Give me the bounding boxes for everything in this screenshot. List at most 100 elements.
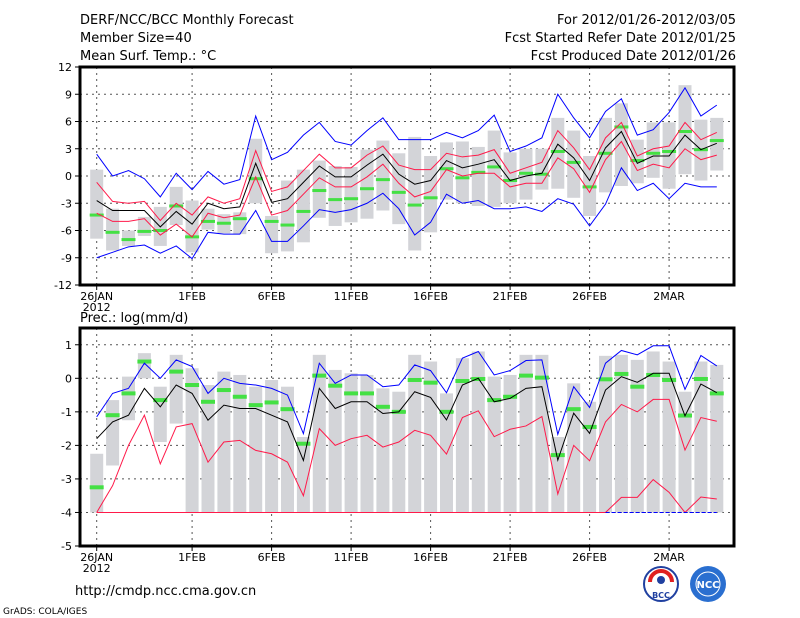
ensemble-median-mark: [630, 384, 645, 389]
ensemble-median-mark: [280, 223, 295, 227]
ensemble-median-mark: [360, 391, 374, 396]
ensemble-box: [487, 130, 501, 207]
ensemble-box: [233, 374, 247, 513]
ensemble-median-mark: [550, 453, 565, 458]
chart-title: DERF/NCC/BCC Monthly Forecast: [80, 13, 294, 28]
grads-credit: GrADS: COLA/IGES: [3, 607, 87, 617]
ensemble-median-mark: [614, 371, 629, 376]
ensemble-box: [646, 351, 660, 513]
series-mean-line: [96, 130, 717, 228]
y-tick-label: -12: [54, 279, 72, 292]
ensemble-median-mark: [201, 219, 215, 223]
ensemble-box: [312, 354, 326, 513]
ensemble-median-mark: [137, 229, 152, 233]
ensemble-median-mark: [693, 376, 708, 381]
ensemble-median-mark: [407, 203, 422, 207]
ensemble-median-mark: [105, 413, 120, 418]
ensemble-median-mark: [487, 398, 502, 403]
ensemble-median-mark: [662, 149, 677, 153]
y-tick-label: 3: [65, 143, 72, 156]
ensemble-box: [344, 373, 358, 513]
ensemble-median-mark: [344, 197, 359, 201]
ncc-logo: NCC: [690, 566, 726, 602]
series-low-line: [96, 478, 717, 514]
ensemble-box: [471, 146, 485, 206]
ensemble-box: [551, 437, 565, 513]
produced-date: Fcst Produced Date 2012/01/26: [531, 49, 736, 64]
ensemble-median-mark: [439, 167, 454, 171]
ensemble-median-mark: [185, 383, 200, 388]
ensemble-box: [90, 169, 104, 239]
ensemble-median-mark: [216, 221, 231, 225]
ensemble-median-mark: [264, 219, 279, 223]
ensemble-median-mark: [328, 383, 343, 388]
x-tick-label: 6FEB: [258, 290, 286, 303]
ensemble-median-mark: [503, 394, 518, 399]
ensemble-median-mark: [423, 196, 438, 200]
ensemble-median-mark: [471, 170, 486, 174]
precip-panel-title: Prec.: log(mm/d): [80, 311, 188, 326]
ensemble-median-mark: [216, 388, 231, 393]
ensemble-median-mark: [328, 198, 343, 202]
y-tick-label: 0: [65, 372, 72, 385]
ensemble-median-mark: [344, 391, 359, 396]
ensemble-median-mark: [534, 375, 549, 380]
ensemble-box: [360, 374, 374, 513]
x-tick-sublabel: 2012: [83, 562, 111, 575]
ensemble-box: [296, 169, 310, 243]
ensemble-median-mark: [630, 159, 645, 163]
series-mean-line: [96, 372, 718, 463]
x-tick-label: 26FEB: [572, 290, 607, 303]
y-tick-label: -6: [61, 225, 72, 238]
ensemble-box: [392, 391, 406, 513]
ensemble-median-mark: [646, 151, 661, 155]
ensemble-median-mark: [296, 209, 311, 213]
ensemble-median-mark: [105, 230, 120, 234]
ensemble-box: [424, 361, 438, 513]
ensemble-median-mark: [280, 407, 295, 412]
ensemble-median-mark: [709, 391, 724, 396]
footer-url[interactable]: http://cmdp.ncc.cma.gov.cn: [75, 584, 256, 599]
ensemble-box: [281, 386, 294, 513]
ensemble-box: [471, 351, 485, 513]
ensemble-median-mark: [423, 380, 438, 385]
ensemble-median-mark: [439, 409, 454, 414]
y-tick-label: 12: [58, 61, 72, 74]
x-tick-label: 1FEB: [178, 551, 206, 564]
ensemble-median-mark: [153, 398, 168, 403]
y-tick-label: -4: [61, 506, 72, 519]
ensemble-median-mark: [646, 372, 661, 377]
x-tick-label: 1FEB: [178, 290, 206, 303]
ensemble-median-mark: [487, 165, 502, 169]
ensemble-box: [265, 379, 279, 513]
y-tick-label: -2: [61, 439, 72, 452]
ensemble-median-mark: [455, 378, 470, 383]
ensemble-median-mark: [550, 149, 565, 153]
x-tick-label: 26JAN: [80, 290, 113, 303]
x-tick-label: 26JAN: [80, 551, 113, 564]
x-tick-label: 2MAR: [653, 290, 685, 303]
ensemble-box: [376, 388, 390, 513]
x-tick-label: 26FEB: [572, 551, 607, 564]
series-lower-line: [96, 398, 717, 513]
ensemble-box: [328, 166, 342, 226]
ensemble-box: [408, 136, 422, 251]
ensemble-box: [106, 400, 120, 466]
forecast-period: For 2012/01/26-2012/03/05: [557, 13, 736, 28]
y-tick-label: 6: [65, 116, 72, 129]
ensemble-box: [487, 376, 501, 513]
ensemble-box: [678, 391, 692, 513]
ensemble-median-mark: [312, 189, 327, 193]
x-tick-sublabel: 2012: [83, 301, 111, 314]
ensemble-box: [535, 354, 549, 513]
ensemble-median-mark: [232, 217, 247, 221]
ensemble-box: [201, 385, 215, 513]
ensemble-median-mark: [137, 359, 152, 364]
ensemble-median-mark: [375, 404, 390, 409]
ensemble-median-mark: [582, 185, 597, 189]
svg-text:BCC: BCC: [652, 591, 670, 600]
ensemble-box: [392, 153, 406, 225]
ensemble-box: [567, 383, 581, 513]
ensemble-median-mark: [169, 369, 184, 374]
